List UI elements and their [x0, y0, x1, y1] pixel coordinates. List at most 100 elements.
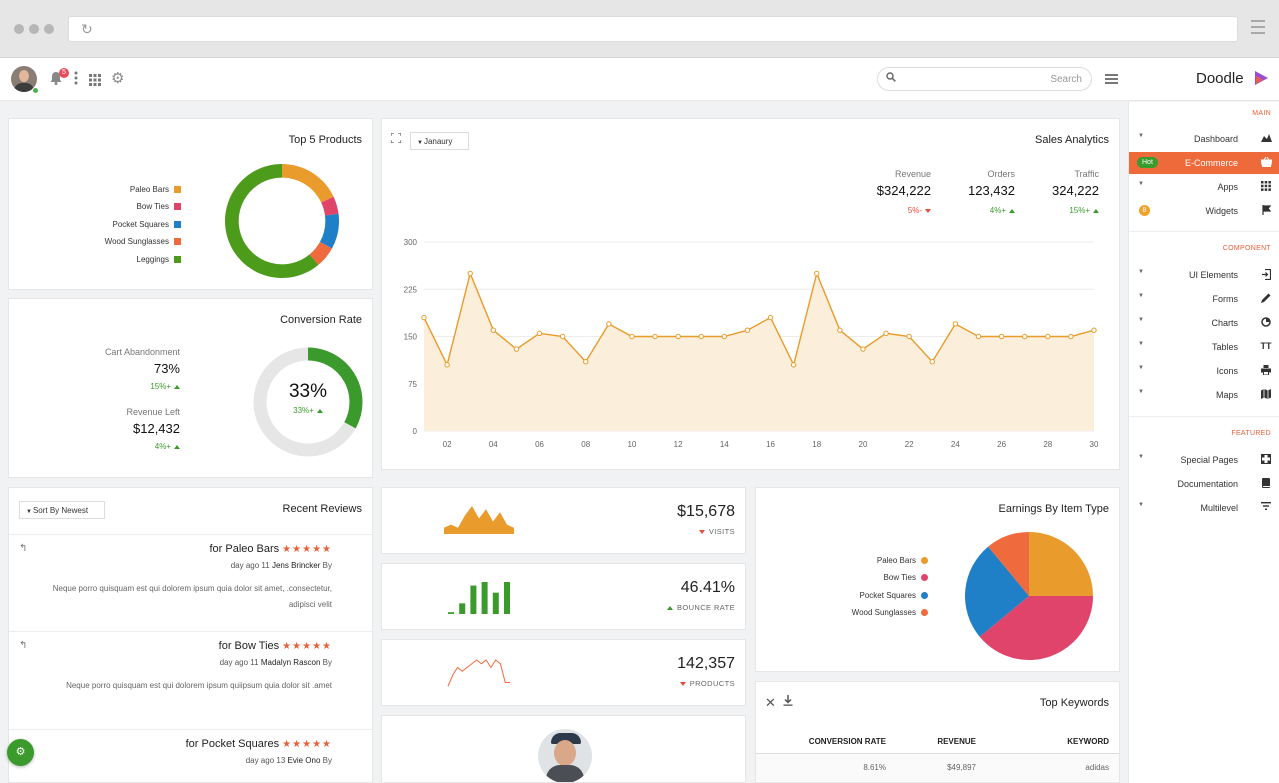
data-point[interactable]: [1021, 333, 1028, 340]
column-header[interactable]: CONVERSION RATE: [756, 730, 896, 754]
gear-icon[interactable]: ⚙: [111, 70, 125, 87]
revenue-value: $324,222: [876, 183, 931, 198]
filter-icon: [1260, 502, 1272, 513]
table-row[interactable]: 8.61% $49,897 adidas: [756, 753, 1119, 781]
data-point[interactable]: [767, 314, 774, 321]
reply-icon[interactable]: ↰: [19, 640, 28, 651]
divider: [1129, 416, 1279, 417]
sidebar-item-label: E-Commerce: [1184, 158, 1238, 168]
sidebar-item-forms[interactable]: ▼ Forms: [1129, 288, 1279, 310]
data-point[interactable]: [906, 333, 912, 340]
data-point[interactable]: [536, 330, 543, 337]
chevron-down-icon: ▼: [1138, 317, 1144, 323]
printer-icon: [1260, 365, 1272, 378]
review-meta: day ago 13 Evie Ono By: [245, 756, 332, 765]
conversion-gauge: [253, 347, 363, 457]
data-point[interactable]: [860, 346, 866, 352]
chevron-down-icon: ▼: [26, 509, 32, 515]
data-point[interactable]: [629, 333, 635, 340]
sidebar-item-label: Documentation: [1177, 479, 1238, 489]
sparkline-bar: [481, 582, 488, 614]
data-point[interactable]: [421, 314, 427, 321]
search-box[interactable]: [877, 67, 1092, 91]
data-point[interactable]: [837, 327, 843, 333]
text-height-icon: TT: [1260, 341, 1272, 351]
data-point[interactable]: [998, 333, 1005, 340]
card-title: Conversion Rate: [280, 314, 362, 326]
data-point[interactable]: [883, 330, 889, 337]
search-input[interactable]: [902, 71, 1082, 87]
data-point[interactable]: [444, 362, 450, 368]
data-point[interactable]: [952, 321, 959, 327]
avatar[interactable]: [11, 66, 37, 92]
settings-fab-button[interactable]: ⚙: [7, 739, 34, 766]
top-products-donut-chart: [225, 164, 339, 278]
data-point[interactable]: [652, 333, 658, 340]
x-tick-label: 22: [905, 440, 914, 449]
sidebar-item-documentation[interactable]: Documentation: [1129, 473, 1279, 495]
data-point[interactable]: [490, 327, 497, 333]
list-item: ↰ for Bow Ties ★★★★★ day ago 11 Madalyn R…: [9, 632, 372, 730]
brand-name[interactable]: Doodle: [1196, 70, 1244, 87]
close-icon[interactable]: ✕: [765, 695, 776, 710]
bounce-rate-bar-sparkline: [448, 582, 510, 614]
column-header[interactable]: REVENUE: [896, 730, 986, 754]
apps-grid-icon[interactable]: [89, 73, 101, 89]
visits-value: $15,678: [677, 503, 735, 520]
data-point[interactable]: [814, 270, 820, 277]
x-tick-label: 12: [674, 440, 683, 449]
more-vertical-icon[interactable]: [74, 71, 78, 88]
column-header[interactable]: KEYWORD: [986, 730, 1119, 754]
data-point[interactable]: [744, 327, 751, 333]
sidebar-item-charts[interactable]: ▼ Charts: [1129, 312, 1279, 334]
donut-slice: [321, 196, 339, 216]
data-point[interactable]: [559, 333, 566, 340]
sidebar-item-apps[interactable]: ▼ Apps: [1129, 176, 1279, 198]
top-bar: 5 ⚙ Doodle: [0, 58, 1279, 101]
data-point[interactable]: [929, 359, 935, 365]
data-point[interactable]: [675, 333, 681, 340]
data-point[interactable]: [975, 333, 982, 340]
sidebar-item-special-pages[interactable]: ▼ Special Pages: [1129, 449, 1279, 471]
sidebar-item-dashboard[interactable]: ▼ Dashboard: [1129, 128, 1279, 150]
data-point[interactable]: [583, 359, 589, 365]
x-tick-label: 08: [581, 440, 590, 449]
data-point[interactable]: [467, 270, 473, 277]
address-bar[interactable]: ↻: [68, 16, 1238, 42]
data-point[interactable]: [1091, 327, 1097, 333]
y-tick-label: 225: [404, 285, 418, 294]
hamburger-menu-icon[interactable]: [1105, 74, 1118, 86]
month-select[interactable]: ▼Janaury: [410, 132, 469, 150]
expand-icon[interactable]: [390, 132, 402, 146]
data-point[interactable]: [790, 362, 797, 368]
data-point[interactable]: [721, 333, 728, 340]
window-controls[interactable]: [14, 24, 54, 34]
review-text: Neque porro quisquam est qui dolorem ips…: [66, 681, 332, 690]
bell-icon[interactable]: [50, 71, 62, 88]
data-point[interactable]: [1045, 333, 1051, 340]
sidebar-item-ui-elements[interactable]: ▼ UI Elements: [1129, 264, 1279, 286]
chevron-down-icon: ▼: [1138, 389, 1144, 395]
data-point[interactable]: [1068, 333, 1074, 340]
sidebar-item-icons[interactable]: ▼ Icons: [1129, 360, 1279, 382]
data-point[interactable]: [606, 321, 612, 327]
download-icon[interactable]: [783, 695, 793, 709]
sidebar-item-tables[interactable]: ▼ Tables TT: [1129, 336, 1279, 358]
chevron-down-icon: ▼: [1138, 181, 1144, 187]
reply-icon[interactable]: ↰: [19, 543, 28, 554]
pencil-icon: [1260, 293, 1272, 306]
sidebar-item-maps[interactable]: ▼ Maps: [1129, 384, 1279, 406]
orders-value: 123,432: [968, 183, 1015, 198]
pie-slice: [1029, 532, 1093, 596]
reload-icon[interactable]: ↻: [81, 21, 93, 37]
sort-select[interactable]: ▼Sort By Newest: [19, 501, 105, 519]
sidebar-item-ecommerce[interactable]: Hot E-Commerce: [1129, 152, 1279, 174]
orders-label: Orders: [987, 169, 1015, 179]
browser-menu-icon[interactable]: [1251, 20, 1265, 38]
data-point[interactable]: [513, 346, 520, 352]
data-point[interactable]: [698, 333, 704, 340]
profile-avatar[interactable]: [538, 729, 592, 782]
chart-area-icon: [1260, 133, 1272, 145]
sidebar-item-multilevel[interactable]: ▼ Multilevel: [1129, 497, 1279, 519]
sidebar-item-widgets[interactable]: 8 Widgets: [1129, 200, 1279, 222]
